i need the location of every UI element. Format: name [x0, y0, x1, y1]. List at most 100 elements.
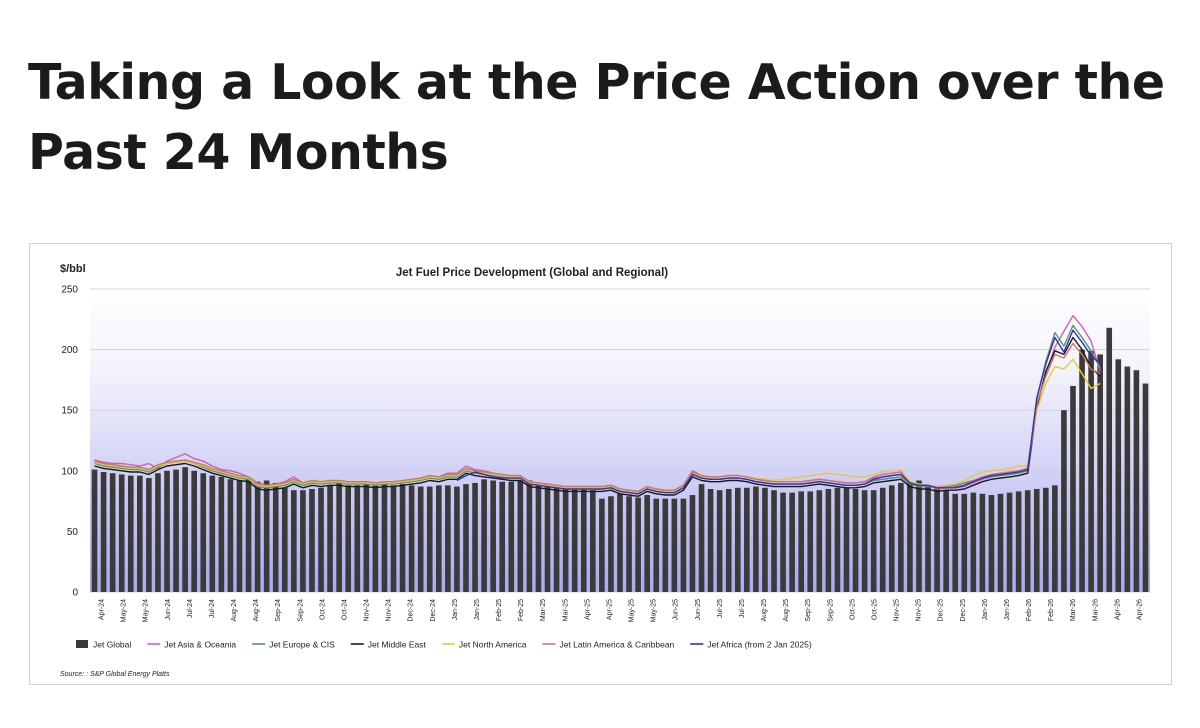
bar	[1097, 354, 1103, 592]
bar	[463, 484, 469, 592]
bar	[146, 478, 152, 592]
bar	[608, 496, 614, 592]
bar	[744, 487, 750, 592]
x-tick-label: Aug-24	[253, 599, 260, 622]
legend-entry: Jet Asia & Oceania	[164, 640, 236, 650]
bar	[734, 487, 741, 592]
bar	[952, 493, 959, 592]
x-tick-label: May-24	[143, 599, 150, 622]
bar	[662, 498, 669, 592]
y-tick-label: 100	[61, 466, 78, 477]
bar	[698, 484, 705, 592]
bar	[961, 493, 968, 592]
bar	[191, 470, 197, 592]
x-tick-label: Jun-25	[695, 599, 702, 621]
legend-swatch	[76, 640, 88, 648]
bar	[590, 490, 596, 592]
bar	[680, 498, 687, 592]
x-tick-label: Mar-26	[1070, 599, 1077, 621]
bar	[1006, 492, 1013, 592]
bar	[517, 480, 524, 592]
bar	[553, 487, 560, 592]
bar	[988, 495, 995, 592]
bar	[354, 485, 361, 592]
bar	[888, 485, 895, 592]
x-tick-label: Mar-25	[540, 599, 547, 621]
bar	[245, 478, 252, 592]
bar	[499, 481, 506, 592]
bar	[816, 490, 823, 592]
bar	[725, 488, 732, 592]
bar	[771, 490, 777, 592]
x-tick-label: Nov-24	[386, 599, 393, 622]
x-tick-label: Apr-25	[607, 599, 614, 620]
y-axis: 0 50 100 150 200 250	[61, 285, 78, 599]
x-tick-label: Apr-26	[1114, 599, 1121, 620]
bar	[1133, 370, 1140, 592]
bar	[798, 491, 805, 592]
legend-entry: Jet Global	[93, 640, 131, 650]
x-tick-label: Jan-25	[452, 599, 459, 621]
bar	[91, 469, 98, 592]
x-tick-label: Jan-26	[982, 599, 989, 621]
bar	[861, 490, 868, 592]
bar	[435, 485, 442, 592]
x-tick-label: Sep-25	[827, 599, 834, 622]
x-tick-label: Feb-25	[496, 599, 503, 621]
x-tick-label: Apr-25	[584, 599, 591, 620]
series-line	[94, 336, 1101, 497]
bar	[562, 488, 569, 592]
bar	[852, 488, 859, 592]
bar	[472, 482, 478, 592]
bar	[870, 490, 877, 592]
bar	[1142, 383, 1149, 592]
bar	[580, 488, 587, 592]
bar	[1115, 359, 1122, 592]
legend-entry: Jet Africa (from 2 Jan 2025)	[707, 640, 812, 650]
bar	[907, 481, 913, 592]
x-tick-label: Jul-25	[717, 599, 724, 618]
y-axis-unit-label: $/bbl	[60, 263, 86, 275]
bar	[807, 491, 814, 592]
legend-entry: Jet Europe & CIS	[269, 640, 335, 650]
bar	[825, 488, 832, 592]
bar	[454, 486, 460, 592]
bar	[490, 480, 496, 592]
x-tick-label: Nov-24	[364, 599, 371, 622]
bar	[970, 492, 977, 592]
bar	[218, 476, 225, 592]
bar	[164, 470, 170, 592]
bar	[526, 480, 533, 592]
x-tick-label: Apr-26	[1137, 599, 1144, 620]
bar	[318, 487, 324, 592]
bar	[626, 496, 632, 592]
x-tick-label: Sep-24	[297, 599, 304, 622]
bar-series-jet-global	[91, 327, 1149, 592]
bar	[571, 487, 578, 592]
bar	[363, 484, 370, 592]
legend-entry: Jet North America	[459, 640, 527, 650]
x-tick-label: Oct-24	[319, 599, 326, 620]
bar	[399, 484, 406, 592]
bar	[925, 486, 931, 592]
bar	[843, 487, 850, 592]
x-tick-label: Nov-25	[916, 599, 923, 622]
x-tick-label: Dec-24	[430, 599, 437, 622]
bar	[1079, 349, 1085, 592]
x-tick-label: Nov-25	[894, 599, 901, 622]
bar	[1106, 327, 1113, 592]
x-tick-label: Aug-24	[231, 599, 238, 622]
jet-fuel-chart: 0 50 100 150 200 250 Apr-24 May-24 May-24 Jun-24…	[60, 263, 1150, 678]
bar	[236, 480, 243, 592]
bar	[780, 492, 786, 592]
bar	[254, 481, 261, 592]
line-series	[94, 315, 1101, 497]
x-tick-label: Sep-24	[275, 599, 282, 622]
bar	[544, 486, 551, 592]
bar	[617, 493, 623, 592]
bar	[879, 487, 886, 592]
x-tick-label: Oct-25	[849, 599, 856, 620]
x-tick-label: Jul-24	[187, 599, 194, 618]
bar	[408, 485, 415, 592]
bar	[281, 487, 288, 592]
